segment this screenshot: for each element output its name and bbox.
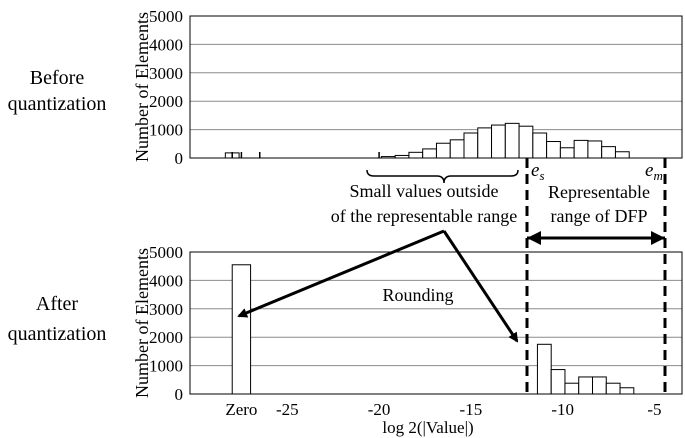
after-x-tick-label: -10	[551, 400, 574, 419]
small-values-brace	[366, 169, 519, 184]
em-label: em	[645, 160, 663, 183]
before-y-tick-label: 1000	[149, 121, 183, 140]
after-x-tick-label: -20	[368, 400, 391, 419]
before-y-axis-label: Number of Elements	[132, 12, 152, 162]
before-bar	[463, 132, 479, 159]
before-bar	[532, 132, 548, 159]
before-y-tick-label: 2000	[149, 92, 183, 111]
after-y-tick-label: 0	[175, 385, 184, 404]
after-bar	[564, 382, 580, 395]
before-y-tick-label: 3000	[149, 64, 183, 83]
rounding-arrow-to-range	[442, 230, 519, 343]
after-panel: After quantization Number of Elements 0 1…	[8, 243, 683, 437]
brace-label-line2: of the representable range	[331, 206, 517, 226]
before-bar	[408, 151, 424, 159]
before-gridlines	[190, 43, 682, 131]
after-bar	[550, 369, 566, 395]
before-bar	[601, 146, 616, 159]
range-label-line2: range of DFP	[551, 206, 648, 226]
rounding-label: Rounding	[382, 285, 453, 305]
after-row-label-line1: After	[36, 293, 79, 315]
before-bar	[614, 151, 630, 159]
before-bar	[559, 147, 575, 159]
before-bar	[491, 124, 506, 159]
after-bar	[578, 376, 594, 395]
after-bar	[619, 387, 635, 395]
after-bar	[536, 343, 552, 395]
after-y-tick-label: 3000	[149, 300, 183, 319]
before-row-label-line2: quantization	[8, 93, 107, 115]
brace-label-line1: Small values outside	[350, 181, 499, 201]
range-arrow-left-head	[527, 231, 541, 245]
before-row-label-line1: Before	[30, 67, 85, 89]
after-x-tick-label: -5	[647, 400, 661, 419]
before-bars	[224, 122, 630, 159]
after-x-tick-label: -25	[276, 400, 299, 419]
after-bars	[231, 264, 635, 395]
after-x-tick-labels: Zero -25 -20 -15 -10 -5	[225, 400, 661, 419]
after-y-axis-label: Number of Elements	[132, 248, 152, 398]
before-bar	[573, 139, 589, 159]
after-row-label-line2: quantization	[8, 323, 107, 345]
range-arrow-right-head	[651, 231, 665, 245]
after-gridlines	[190, 279, 682, 367]
before-y-tick-label: 4000	[149, 35, 183, 54]
before-x-tick-marks	[231, 152, 380, 158]
rounding-arrow-to-zero	[237, 229, 445, 318]
after-y-tick-labels: 0 1000 2000 3000 4000 5000	[149, 243, 183, 404]
before-bar	[477, 127, 493, 159]
range-label-line1: Representable	[548, 182, 650, 202]
before-y-tick-label: 5000	[149, 7, 183, 26]
before-plot-frame	[189, 15, 683, 159]
after-x-tick-label: -15	[460, 400, 483, 419]
after-y-tick-label: 1000	[149, 357, 183, 376]
before-y-tick-label: 0	[175, 149, 184, 168]
before-bar	[518, 125, 534, 159]
after-bar	[605, 382, 621, 395]
after-x-tick-label: Zero	[225, 400, 257, 419]
before-panel: Before quantization Number of Elements 0…	[8, 7, 683, 168]
before-bar	[504, 122, 520, 159]
after-bar	[231, 264, 252, 395]
after-y-tick-label: 2000	[149, 328, 183, 347]
after-x-axis-label: log 2(|Value|)	[382, 418, 473, 437]
before-y-tick-labels: 0 1000 2000 3000 4000 5000	[149, 7, 183, 168]
before-bar	[546, 141, 561, 159]
es-label: es	[531, 160, 545, 183]
before-bar	[435, 142, 451, 159]
after-y-tick-label: 5000	[149, 243, 183, 262]
before-bar	[587, 140, 603, 159]
after-plot-frame	[189, 251, 683, 395]
before-bar	[449, 139, 465, 159]
before-bar	[422, 148, 437, 159]
after-bar	[592, 376, 607, 395]
after-y-tick-label: 4000	[149, 271, 183, 290]
